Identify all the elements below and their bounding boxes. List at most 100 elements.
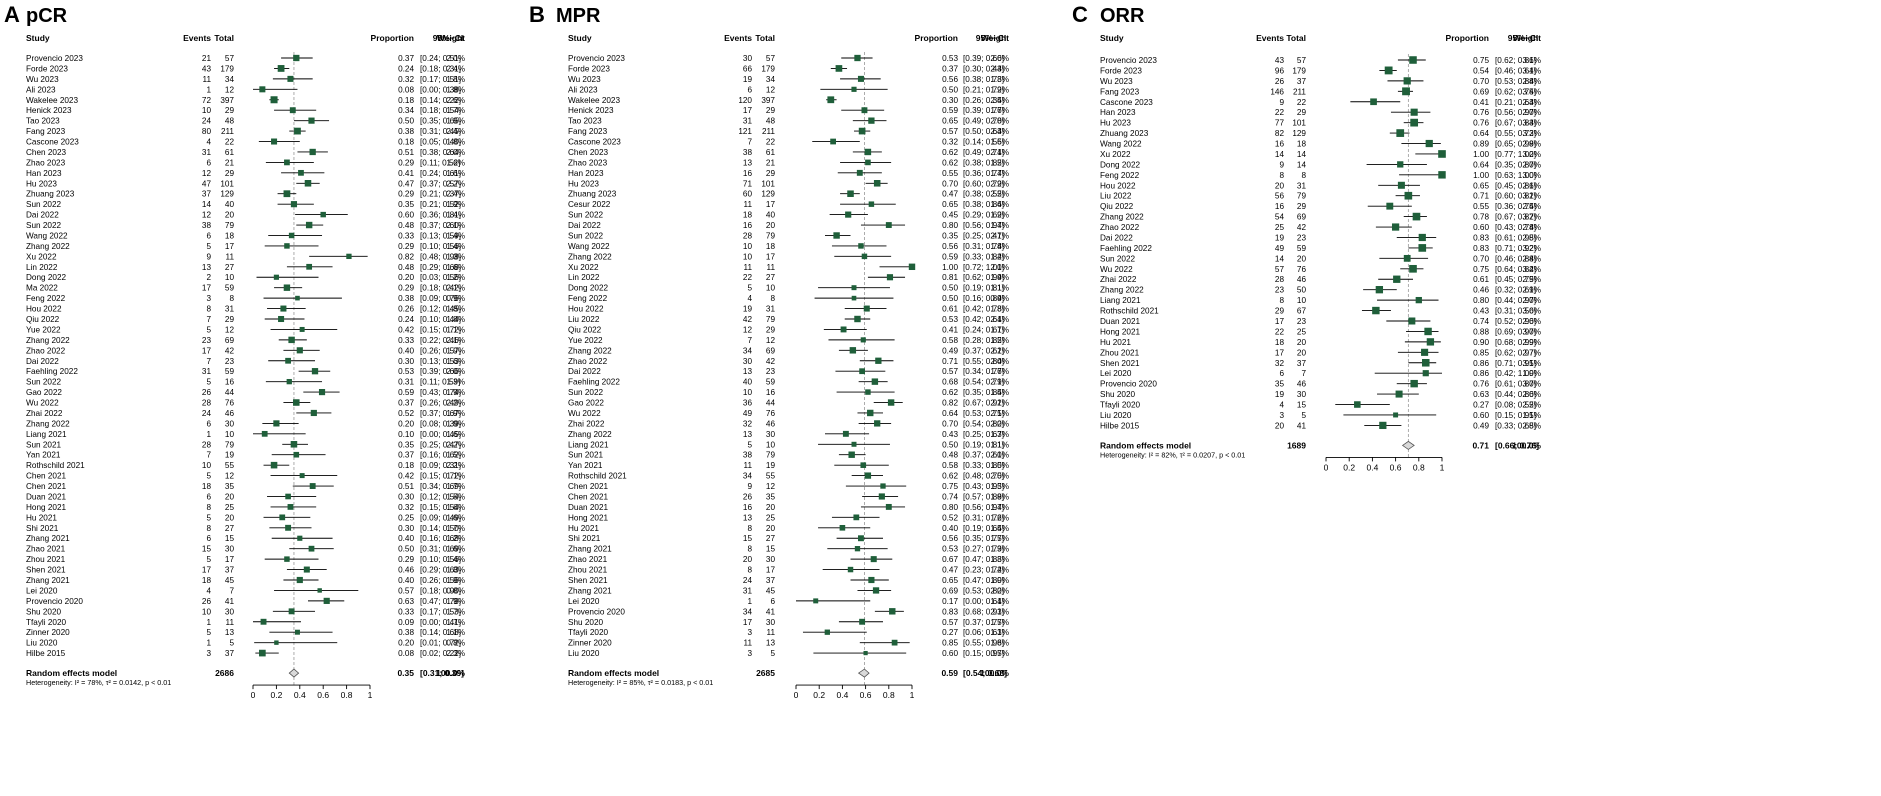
study-total: 79 — [1297, 192, 1307, 201]
study-ci: [0.08; 0.55] — [1495, 401, 1536, 410]
study-row: Xu 2022 9 11 0.82 [0.48; 0.98]1.3% — [26, 252, 465, 261]
study-name: Wu 2023 — [568, 75, 601, 84]
study-row: Feng 2022 8 8 1.00 [0.63; 1.00]3.0% — [1100, 171, 1541, 180]
study-total: 7 — [1301, 369, 1306, 378]
study-weight: 1.9% — [446, 346, 465, 355]
study-events: 1 — [747, 597, 752, 606]
study-box — [854, 315, 861, 323]
study-box — [280, 305, 287, 312]
study-name: Liu 2020 — [26, 639, 58, 648]
study-events: 26 — [202, 388, 212, 397]
study-name: Tfayli 2020 — [1100, 401, 1140, 410]
study-weight: 2.8% — [1522, 140, 1541, 149]
study-events: 4 — [747, 294, 752, 303]
study-box — [293, 451, 300, 458]
study-name: Fang 2023 — [1100, 87, 1140, 96]
study-box — [860, 462, 867, 468]
study-ci: [0.30; 0.44] — [963, 64, 1004, 73]
study-weight: 1.2% — [446, 273, 465, 282]
study-events: 7 — [206, 315, 211, 324]
study-ci: [0.29; 0.68] — [420, 263, 461, 272]
study-events: 31 — [202, 148, 212, 157]
study-name: Fang 2023 — [568, 127, 608, 136]
study-box — [1379, 421, 1387, 430]
study-weight: 1.6% — [990, 639, 1009, 648]
study-ci: [0.38; 0.73] — [963, 75, 1004, 84]
study-row: Sun 2022 14 20 0.70 [0.46; 0.88]2.4% — [1100, 254, 1541, 263]
study-row: Liang 2021 8 10 0.80 [0.44; 0.97]2.0% — [1100, 296, 1541, 305]
study-row: Cascone 2023 4 22 0.18 [0.05; 0.40]1.8% — [26, 138, 465, 147]
study-ci: [0.35; 0.85] — [963, 388, 1004, 397]
panel-mpr: B MPR Study Events Total Proportion 95%−CIWeig… — [529, 2, 1009, 700]
study-events: 8 — [1279, 296, 1284, 305]
study-total: 17 — [225, 242, 235, 251]
study-row: Zhang 2022 34 69 0.49 [0.37; 0.62]2.1% — [568, 346, 1009, 355]
study-total: 59 — [766, 378, 776, 387]
study-proportion: 0.48 — [398, 263, 414, 272]
study-weight: 2.8% — [1522, 223, 1541, 232]
study-name: Hong 2021 — [568, 513, 609, 522]
study-ci: [0.36; 0.74] — [963, 169, 1004, 178]
study-weight: 2.0% — [446, 367, 465, 376]
study-proportion: 0.85 — [942, 639, 958, 648]
study-events: 11 — [744, 639, 753, 648]
study-weight: 1.9% — [990, 576, 1009, 585]
study-proportion: 0.64 — [1473, 160, 1489, 169]
study-total: 5 — [1301, 411, 1306, 420]
study-row: Zhao 2022 17 42 0.40 [0.26; 0.57]1.9% — [26, 346, 465, 355]
study-box — [863, 305, 870, 312]
study-box — [835, 65, 843, 72]
study-ci: [0.00; 0.41] — [420, 618, 461, 627]
study-proportion: 0.33 — [398, 231, 414, 240]
study-total: 5 — [229, 639, 234, 648]
study-ci: [0.19; 0.81] — [963, 440, 1004, 449]
study-total: 59 — [1297, 244, 1307, 253]
study-row: Chen 2023 31 61 0.51 [0.38; 0.64]2.0% — [26, 148, 465, 157]
study-box — [303, 566, 310, 573]
study-weight: 3.3% — [1522, 129, 1541, 138]
study-events: 9 — [1279, 98, 1284, 107]
study-box — [1409, 264, 1417, 273]
study-ci: [0.55; 0.84] — [963, 357, 1004, 366]
study-events: 4 — [206, 586, 211, 595]
study-proportion: 0.29 — [398, 190, 414, 199]
study-weight: 2.0% — [1522, 296, 1541, 305]
study-total: 22 — [766, 138, 776, 147]
study-events: 5 — [206, 513, 211, 522]
study-ci: [0.48; 0.98] — [420, 252, 461, 261]
study-total: 59 — [225, 367, 235, 376]
study-ci: [0.54; 0.82] — [963, 419, 1004, 428]
study-proportion: 0.65 — [942, 117, 958, 126]
study-box — [309, 148, 316, 156]
study-row: Wu 2023 26 37 0.70 [0.53; 0.84]2.8% — [1100, 77, 1541, 86]
study-ci: [0.60; 0.79] — [963, 179, 1004, 188]
study-events: 5 — [747, 284, 752, 293]
study-weight: 2.9% — [1522, 338, 1541, 347]
study-total: 8 — [1301, 171, 1306, 180]
study-ci: [0.68; 0.93] — [963, 607, 1004, 616]
study-ci: [0.24; 0.61] — [420, 169, 461, 178]
study-events: 30 — [743, 54, 753, 63]
study-events: 38 — [743, 451, 753, 460]
study-name: Yue 2022 — [26, 325, 61, 334]
study-ci: [0.69; 0.97] — [1495, 327, 1536, 336]
panel-title: ORR — [1100, 5, 1145, 27]
study-ci: [0.46; 0.88] — [1495, 254, 1536, 263]
study-events: 24 — [743, 576, 753, 585]
study-events: 20 — [743, 555, 753, 564]
study-ci: [0.18; 0.90] — [420, 586, 461, 595]
study-name: Zhang 2022 — [568, 252, 612, 261]
study-row: Dong 2022 5 10 0.50 [0.19; 0.81]1.1% — [568, 284, 1009, 293]
study-proportion: 0.55 — [942, 169, 958, 178]
study-row: Provencio 2020 26 41 0.63 [0.47; 0.78]1.9% — [26, 597, 465, 606]
study-box — [308, 545, 315, 552]
study-row: Ma 2022 17 59 0.29 [0.18; 0.42]2.1% — [26, 284, 465, 293]
study-weight: 2.4% — [446, 190, 465, 199]
study-row: Liang 2021 1 10 0.10 [0.00; 0.45]1.6% — [26, 430, 465, 439]
study-ci: [0.15; 0.95] — [1495, 411, 1536, 420]
study-events: 1 — [206, 639, 211, 648]
study-box — [1421, 348, 1429, 356]
study-ci: [0.39; 0.66] — [420, 367, 461, 376]
x-tick-label: 1 — [368, 690, 373, 700]
study-name: Zhuang 2023 — [26, 190, 75, 199]
